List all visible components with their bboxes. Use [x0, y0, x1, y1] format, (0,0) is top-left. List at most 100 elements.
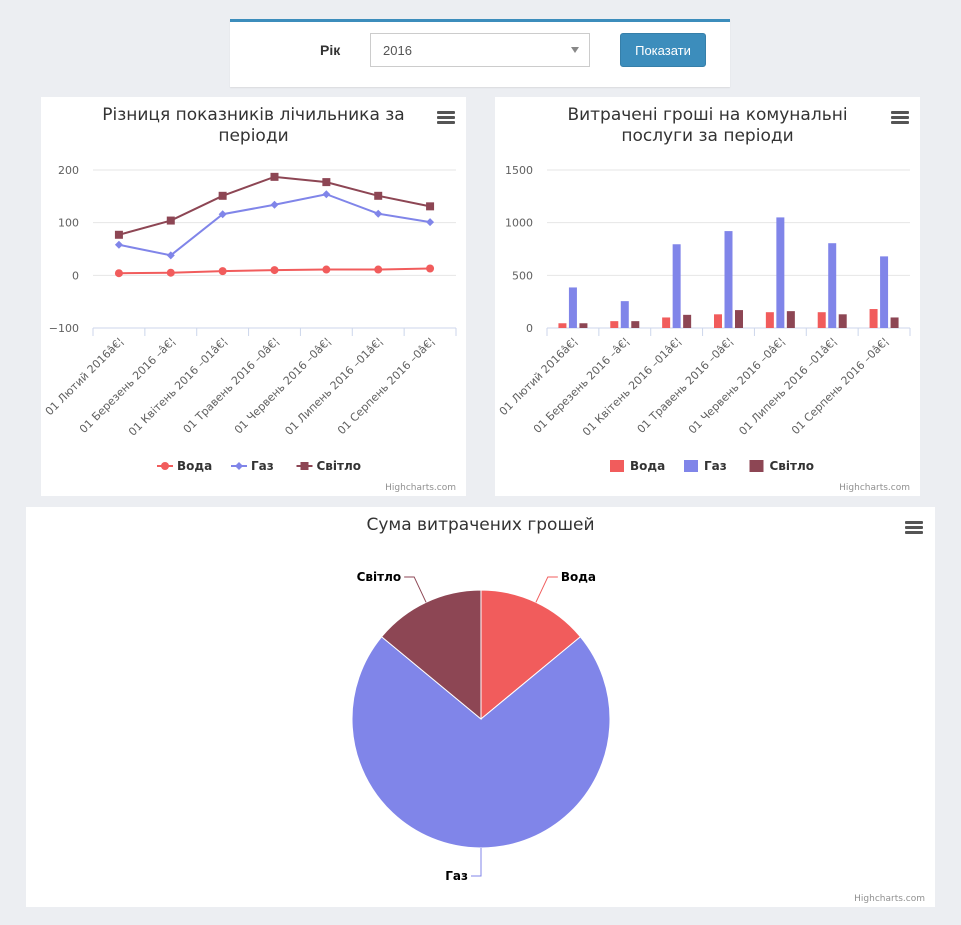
bar	[776, 217, 785, 328]
y-tick-label: 500	[512, 269, 533, 282]
chart-title: Сума витрачених грошей	[366, 515, 595, 535]
legend-marker	[300, 462, 309, 470]
data-point	[374, 209, 383, 218]
bar	[817, 312, 826, 328]
pie-slice	[351, 636, 611, 849]
bar	[610, 321, 619, 328]
bar	[838, 314, 847, 328]
pie-chart-svg: Вода Газ Світло	[351, 570, 611, 883]
year-select[interactable]: 2016	[370, 33, 590, 67]
bar	[568, 287, 577, 328]
y-tick-label: 1500	[505, 164, 533, 177]
data-point	[114, 240, 123, 249]
y-tick-label: 0	[526, 322, 533, 335]
legend-item-label: Газ	[251, 459, 274, 473]
total-spent-chart: Сума витрачених грошей Вода Газ Світло Hig…	[26, 507, 935, 907]
chevron-down-icon	[571, 47, 579, 53]
bar	[714, 314, 722, 328]
data-point	[114, 230, 123, 239]
legend-item-label: Світло	[317, 459, 362, 473]
meter-difference-chart: Різниця показників лічильника за періоди…	[41, 97, 466, 496]
x-tick-label: 01 Серпень 2016 –0â€¦	[789, 335, 891, 437]
data-point	[322, 190, 331, 199]
bar	[620, 301, 629, 328]
legend-item-label: Газ	[704, 459, 727, 473]
bar	[683, 314, 692, 328]
data-point	[374, 191, 383, 200]
bar	[869, 309, 878, 328]
x-tick-label: 01 Травень 2016 –0â€¦	[635, 335, 736, 436]
x-tick-label: 01 Березень 2016 –â€¦	[77, 335, 178, 436]
data-point	[270, 266, 279, 275]
data-point	[166, 216, 175, 225]
legend-item-label: Вода	[177, 459, 212, 473]
y-tick-label: 0	[72, 269, 79, 282]
x-tick-label: 01 Квітень 2016 –01â€¦	[126, 335, 230, 439]
data-label: Вода	[561, 570, 596, 584]
x-tick-label: 01 Червень 2016 –0â€¦	[232, 335, 334, 437]
bar	[672, 244, 681, 328]
bar	[558, 323, 567, 328]
legend-symbol	[749, 460, 764, 472]
highcharts-credits[interactable]: Highcharts.com	[385, 483, 456, 493]
money-spent-chart: Витрачені гроші на комунальні послуги за…	[495, 97, 920, 496]
legend-symbol	[610, 460, 624, 472]
y-tick-label: 1000	[505, 217, 533, 230]
bar	[662, 317, 671, 328]
bar	[890, 317, 899, 328]
y-tick-label: 100	[58, 217, 79, 230]
chart-title: Витрачені гроші на комунальні послуги за…	[567, 105, 848, 146]
data-point	[218, 191, 227, 200]
bar	[631, 321, 640, 328]
year-label: Рік	[320, 42, 341, 58]
legend-marker	[235, 462, 243, 470]
legend-item-label: Світло	[770, 459, 815, 473]
data-point	[270, 200, 279, 209]
data-point	[426, 218, 435, 227]
data-point	[114, 269, 123, 278]
data-point	[374, 265, 383, 274]
legend-marker	[161, 462, 169, 470]
chart-menu-icon[interactable]	[891, 111, 909, 125]
data-label: Світло	[357, 570, 402, 584]
show-button[interactable]: Показати	[620, 33, 706, 67]
bar	[724, 231, 733, 328]
legend-symbol	[684, 460, 698, 472]
x-tick-label: 01 Серпень 2016 –0â€¦	[335, 335, 437, 437]
x-tick-label: 01 Березень 2016 –â€¦	[531, 335, 632, 436]
data-point	[322, 178, 331, 187]
data-point	[218, 267, 227, 276]
bar	[786, 311, 795, 328]
chart-title: Різниця показників лічильника за періоди	[102, 105, 405, 146]
bar	[765, 312, 774, 328]
connector	[535, 576, 558, 603]
chart-menu-icon[interactable]	[437, 111, 455, 125]
x-tick-label: 01 Травень 2016 –0â€¦	[181, 335, 282, 436]
data-point	[218, 210, 227, 219]
year-select-value: 2016	[383, 43, 412, 58]
highcharts-credits[interactable]: Highcharts.com	[839, 483, 910, 493]
y-tick-label: 200	[58, 164, 79, 177]
data-point	[426, 202, 435, 211]
x-tick-label: 01 Квітень 2016 –01â€¦	[580, 335, 684, 439]
legend-item-label: Вода	[630, 459, 665, 473]
data-point	[270, 172, 279, 181]
connector	[404, 576, 427, 603]
x-tick-label: 01 Липень 2016 –01â€¦	[282, 335, 385, 438]
filter-panel: Рік 2016 Показати	[230, 19, 730, 87]
data-point	[426, 264, 435, 273]
bar	[880, 256, 889, 328]
data-label: Газ	[445, 869, 468, 883]
bar	[828, 243, 837, 328]
data-point	[166, 251, 175, 260]
x-tick-label: 01 Липень 2016 –01â€¦	[736, 335, 839, 438]
bar	[735, 310, 743, 328]
y-tick-label: −100	[49, 322, 79, 335]
bar	[579, 323, 588, 328]
data-point	[166, 268, 175, 277]
chart-menu-icon[interactable]	[905, 521, 923, 535]
highcharts-credits[interactable]: Highcharts.com	[854, 894, 925, 904]
data-point	[322, 265, 331, 274]
